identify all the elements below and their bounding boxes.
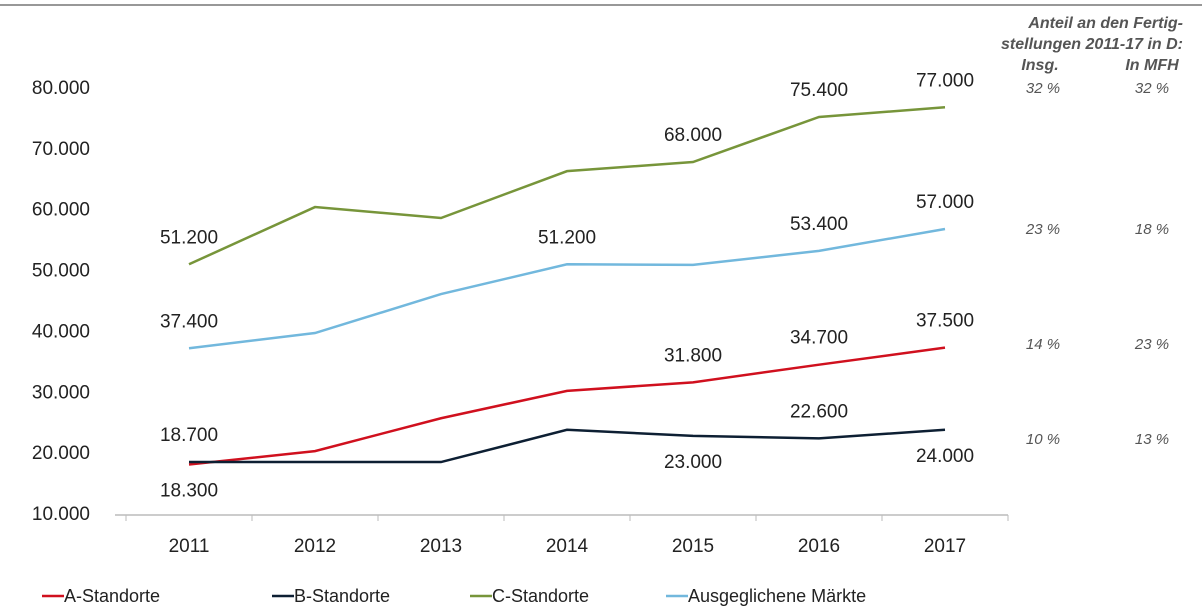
series-line — [189, 428, 946, 464]
side-table-cell: 10 % — [1026, 431, 1060, 448]
side-table-title: Anteil an den Fertig- — [1027, 15, 1183, 32]
x-tick-label: 2016 — [798, 536, 840, 557]
data-label: 34.700 — [790, 328, 848, 349]
side-table-title: stellungen 2011-17 in D: — [1001, 36, 1183, 53]
data-label: 23.000 — [664, 452, 722, 473]
x-tick-label: 2015 — [672, 536, 714, 557]
side-table-cell: 13 % — [1135, 431, 1169, 448]
series-line — [188, 227, 946, 350]
side-table-header: Insg. — [1021, 57, 1058, 74]
x-tick-label: 2014 — [546, 536, 589, 557]
y-tick-label: 80.000 — [32, 78, 90, 99]
data-label: 53.400 — [790, 214, 848, 235]
legend-label: B-Standorte — [294, 586, 390, 606]
data-label: 51.200 — [538, 227, 596, 248]
side-table-cell: 32 % — [1135, 80, 1169, 97]
side-table-header: In MFH — [1125, 57, 1179, 74]
series-line — [188, 346, 946, 466]
series-line — [188, 106, 946, 266]
x-tick-label: 2011 — [169, 536, 210, 557]
data-label: 57.000 — [916, 192, 974, 213]
legend-label: A-Standorte — [64, 586, 160, 606]
y-tick-label: 30.000 — [32, 382, 90, 403]
data-label: 22.600 — [790, 401, 848, 422]
y-tick-label: 70.000 — [32, 139, 90, 160]
y-tick-label: 60.000 — [32, 200, 90, 221]
x-tick-label: 2013 — [420, 536, 462, 557]
data-label: 51.200 — [160, 227, 218, 248]
side-table-cell: 14 % — [1026, 336, 1060, 353]
side-table-cell: 23 % — [1025, 221, 1060, 238]
data-label: 37.400 — [160, 311, 218, 332]
legend-label: C-Standorte — [492, 586, 589, 606]
y-tick-label: 20.000 — [32, 443, 90, 464]
data-label: 37.500 — [916, 311, 974, 332]
x-tick-label: 2012 — [294, 536, 336, 557]
side-table-cell: 23 % — [1134, 336, 1169, 353]
y-tick-label: 10.000 — [32, 504, 90, 525]
legend: A-Standorte B-Standorte C-Standorte Ausg… — [42, 586, 866, 606]
x-tick-label: 2017 — [924, 536, 966, 557]
data-label: 24.000 — [916, 446, 974, 467]
data-label: 18.300 — [160, 481, 218, 502]
data-label: 31.800 — [664, 345, 722, 366]
data-label: 68.000 — [664, 125, 722, 146]
y-tick-label: 40.000 — [32, 321, 90, 342]
y-tick-label: 50.000 — [32, 261, 90, 282]
side-table-cell: 18 % — [1135, 221, 1169, 238]
side-table-cell: 32 % — [1026, 80, 1060, 97]
data-label: 75.400 — [790, 80, 848, 101]
data-label: 18.700 — [160, 425, 218, 446]
data-label: 77.000 — [916, 70, 974, 91]
legend-label: Ausgeglichene Märkte — [688, 586, 866, 606]
